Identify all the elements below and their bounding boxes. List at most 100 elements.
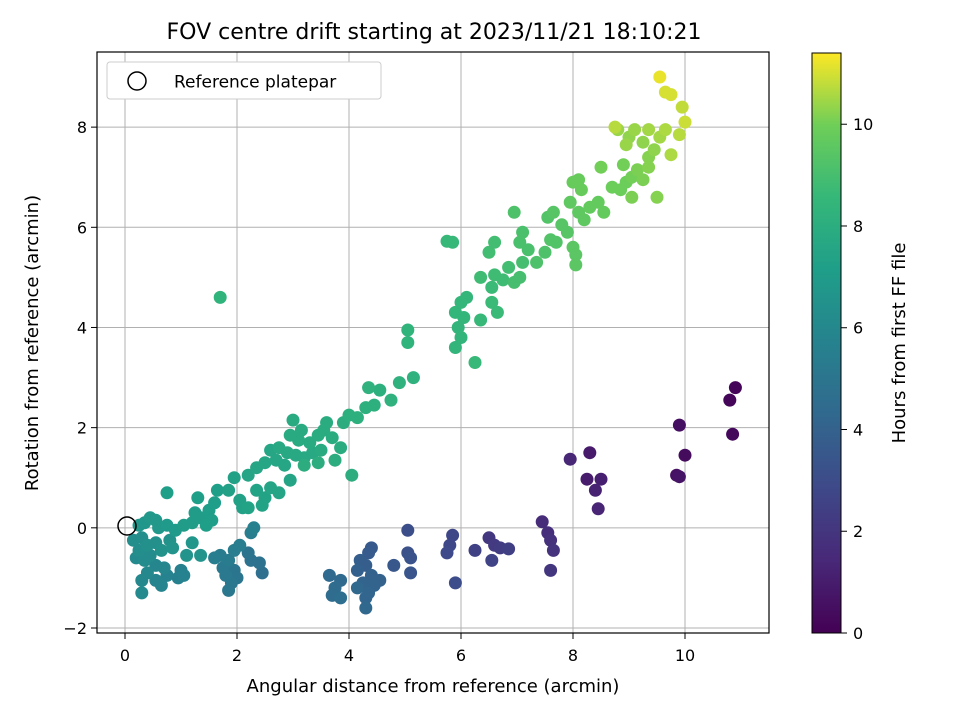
data-point — [516, 255, 530, 269]
data-point — [350, 563, 364, 577]
data-point — [546, 543, 560, 557]
data-point — [549, 235, 563, 249]
data-point — [625, 190, 639, 204]
y-tick-label: 2 — [77, 419, 87, 438]
data-point — [448, 576, 462, 590]
data-point — [619, 138, 633, 152]
data-point — [650, 190, 664, 204]
grid-lines — [97, 52, 769, 633]
data-points — [126, 70, 742, 615]
colorbar-tick-label: 2 — [853, 522, 863, 541]
data-point — [672, 128, 686, 142]
data-point — [241, 501, 255, 515]
data-point — [474, 270, 488, 284]
colorbar-gradient — [811, 52, 842, 634]
data-point — [488, 235, 502, 249]
data-point — [580, 472, 594, 486]
data-point — [728, 381, 742, 395]
y-tick-label: 0 — [77, 519, 87, 538]
data-point — [362, 381, 376, 395]
data-point — [468, 356, 482, 369]
colorbar-label: Hours from first FF file — [889, 243, 910, 444]
data-point — [569, 258, 583, 272]
data-point — [490, 305, 504, 319]
data-point — [446, 235, 460, 249]
data-point — [664, 148, 678, 162]
legend-marker — [127, 71, 147, 91]
data-point — [208, 551, 222, 565]
colorbar-tick-label: 6 — [853, 319, 863, 338]
data-point — [516, 225, 530, 239]
data-point — [642, 123, 656, 137]
data-point — [502, 542, 516, 556]
data-point — [647, 143, 661, 157]
data-point — [546, 205, 560, 219]
data-point — [278, 458, 292, 472]
data-point — [653, 70, 667, 84]
data-point — [658, 85, 672, 99]
data-point — [227, 471, 241, 485]
data-point — [569, 248, 583, 262]
data-point — [401, 336, 415, 349]
data-point — [574, 183, 588, 197]
colorbar-tick-label: 8 — [853, 217, 863, 236]
data-point — [591, 502, 605, 516]
data-point — [149, 558, 163, 572]
data-point — [143, 548, 157, 562]
colorbar-tick-label: 4 — [853, 420, 863, 439]
data-point — [241, 546, 255, 560]
data-point — [180, 548, 194, 562]
data-point — [166, 541, 180, 555]
data-point — [448, 305, 462, 319]
data-point — [521, 243, 535, 257]
data-point — [294, 423, 308, 437]
data-point — [446, 528, 460, 542]
data-point — [594, 160, 608, 174]
data-point — [544, 563, 558, 577]
data-point — [177, 568, 191, 582]
data-point — [359, 601, 373, 615]
data-point — [297, 458, 311, 472]
data-point — [258, 456, 272, 470]
reference-platepar-marker — [117, 516, 137, 536]
data-point — [350, 581, 364, 595]
y-tick-label: 6 — [77, 218, 87, 237]
data-point — [678, 448, 692, 462]
data-point — [630, 163, 644, 177]
data-point — [364, 568, 378, 582]
data-point — [560, 225, 574, 239]
data-point — [496, 273, 510, 287]
data-point — [591, 195, 605, 209]
data-point — [283, 473, 297, 487]
data-point — [636, 173, 650, 187]
x-tick-label: 6 — [456, 646, 466, 665]
x-tick-label: 2 — [232, 646, 242, 665]
data-point — [283, 428, 297, 442]
data-point — [334, 441, 348, 455]
data-point — [255, 498, 269, 512]
data-point — [675, 100, 689, 114]
data-point — [672, 418, 686, 432]
data-point — [194, 548, 208, 562]
y-axis-ticks: −2 0 2 4 6 8 — [63, 118, 97, 638]
data-point — [149, 573, 163, 587]
data-point — [577, 213, 591, 227]
data-point — [448, 341, 462, 354]
data-point — [485, 295, 499, 309]
data-point — [303, 436, 317, 450]
data-point — [563, 452, 577, 466]
data-point — [328, 453, 342, 467]
x-tick-label: 10 — [675, 646, 695, 665]
chart-title: FOV centre drift starting at 2023/11/21 … — [167, 20, 702, 45]
data-point — [482, 245, 496, 259]
data-point — [320, 416, 334, 430]
data-point — [350, 411, 364, 425]
data-point — [642, 160, 656, 174]
data-point — [392, 376, 406, 390]
data-point — [594, 472, 608, 486]
data-point — [222, 483, 236, 497]
y-tick-label: 8 — [77, 118, 87, 137]
x-axis-ticks: 0 2 4 6 8 10 — [120, 633, 695, 665]
data-point — [468, 543, 482, 557]
